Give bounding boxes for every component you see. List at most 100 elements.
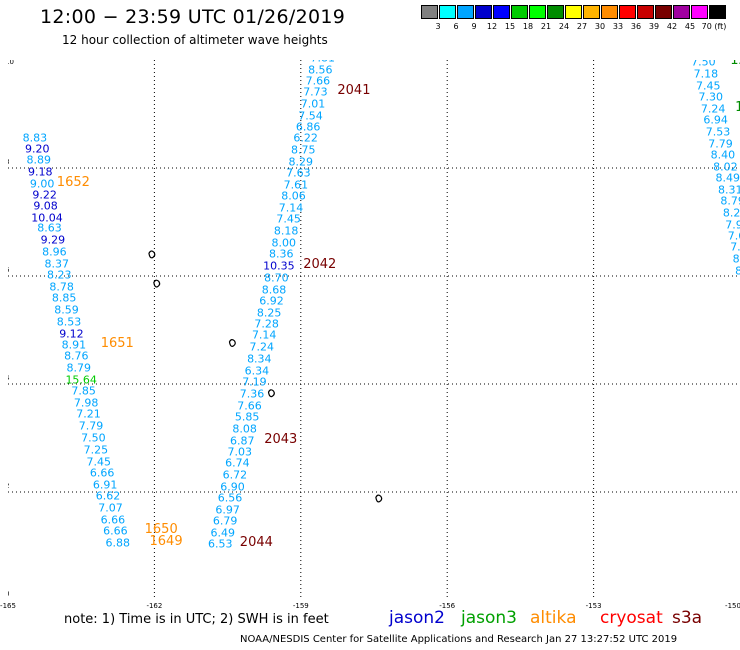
wave-height-value: 7.79 <box>708 137 733 151</box>
colorbar-tick-label: 33 <box>612 22 624 31</box>
map-grid <box>8 60 740 600</box>
wave-height-value: 8.59 <box>54 303 79 317</box>
colorbar-tick-label: 39 <box>648 22 660 31</box>
wave-height-value: 7.53 <box>705 125 731 139</box>
wave-height-value: 7.98 <box>73 396 99 410</box>
colorbar-swatch <box>583 5 600 19</box>
wave-height-value: 7.66 <box>305 74 331 88</box>
island-outline <box>375 494 383 503</box>
wave-height-value: 6.97 <box>215 503 240 517</box>
wave-height-value: 6.87 <box>229 434 255 448</box>
pass-time-label: 1650 <box>144 522 178 538</box>
colorbar-tick-label: 3 <box>435 22 441 31</box>
pass-time-label: 1208 <box>735 100 740 116</box>
wave-height-value: 6.66 <box>103 524 128 538</box>
colorbar-swatch <box>421 5 438 19</box>
wave-height-value: 7.25 <box>83 443 109 457</box>
wave-height-value: 8.36 <box>269 247 294 261</box>
island-outline <box>228 339 236 347</box>
wave-height-value: 9.20 <box>25 142 50 156</box>
wave-height-value: 6.86 <box>295 120 321 134</box>
wave-height-value: 8.20 <box>732 252 740 266</box>
wave-height-value: 7.63 <box>286 166 311 180</box>
colorbar-tick-label: 70 (ft) <box>701 22 727 31</box>
pass-time-label: 1651 <box>100 336 134 352</box>
colorbar-swatch <box>709 5 726 19</box>
wave-height-value: 7.28 <box>254 317 279 331</box>
wave-height-value: 6.62 <box>95 489 121 503</box>
wave-height-value: 6.72 <box>222 468 248 482</box>
wave-height-value: 6.88 <box>105 536 131 550</box>
wave-height-value: 8.08 <box>232 422 257 436</box>
wave-height-value: 8.02 <box>713 160 738 174</box>
wave-height-value: 9.18 <box>27 165 53 179</box>
wave-height-value: 7.45 <box>696 79 721 93</box>
wave-height-value: 8.23 <box>46 268 72 282</box>
colorbar-swatch <box>601 5 618 19</box>
wave-height-value: 7.45 <box>86 455 112 469</box>
wave-height-value: 8.49 <box>715 171 740 185</box>
colorbar-swatch <box>511 5 528 19</box>
wave-height-value: 9.08 <box>33 199 58 213</box>
wave-height-value: 8.25 <box>256 306 282 320</box>
wave-height-value: 7.24 <box>249 340 275 354</box>
wave-height-value: 10.35 <box>263 259 295 273</box>
wave-height-value: 8.00 <box>271 236 296 250</box>
pass-time-label: 2044 <box>239 535 273 551</box>
wave-height-value: 9.22 <box>32 188 57 202</box>
legend-jason3: jason3 <box>461 608 517 628</box>
wave-height-value: 7.91 <box>730 240 740 254</box>
wave-height-value: 8.70 <box>264 271 289 285</box>
wave-height-value: 6.79 <box>212 514 238 528</box>
wave-height-value: 7.03 <box>227 445 253 459</box>
wave-height-value: 7.14 <box>278 201 304 215</box>
colorbar-swatch <box>547 5 564 19</box>
colorbar <box>421 5 727 19</box>
colorbar-tick-label: 27 <box>576 22 588 31</box>
credit-line: NOAA/NESDIS Center for Satellite Applica… <box>240 634 678 645</box>
wave-height-value: 8.18 <box>273 224 299 238</box>
wave-height-value: 6.56 <box>217 491 243 505</box>
wave-height-value: 8.31 <box>717 183 740 197</box>
colorbar-tick-label: 30 <box>594 22 606 31</box>
wave-height-value: 6.90 <box>220 480 245 494</box>
wave-height-value: 7.07 <box>98 501 123 515</box>
colorbar-tick-label: 42 <box>666 22 678 31</box>
legend-cryosat: cryosat <box>600 608 663 628</box>
colorbar-tick-label: 18 <box>522 22 534 31</box>
pass-time-label: 1207 <box>730 60 740 69</box>
pass-time-label: 2042 <box>303 257 337 273</box>
wave-height-value: 8.85 <box>51 291 77 305</box>
colorbar-swatch <box>673 5 690 19</box>
wave-height-value: 7.01 <box>300 97 326 111</box>
legend-s3a: s3a <box>672 608 703 628</box>
longitude-tick-label: -165 <box>0 602 16 610</box>
latitude-tick-label: 4 <box>8 374 9 382</box>
legend-jason2: jason2 <box>389 608 445 628</box>
wave-height-value: 6.34 <box>244 364 270 377</box>
wave-height-value: 6.74 <box>225 456 250 470</box>
wave-height-value: 8.75 <box>290 143 316 157</box>
wave-height-value: 8.91 <box>61 338 87 352</box>
colorbar-swatch <box>475 5 492 19</box>
wave-height-value: 9.29 <box>40 233 66 247</box>
wave-height-value: 6.22 <box>293 131 318 145</box>
pass-time-label: 2041 <box>337 83 371 99</box>
longitude-tick-label: -156 <box>439 602 456 610</box>
wave-height-value: 7.50 <box>691 60 716 69</box>
wave-height-value: 7.61 <box>283 178 309 192</box>
longitude-tick-label: -162 <box>146 602 163 610</box>
wave-height-value: 8.29 <box>288 155 314 169</box>
wave-height-value: 5.85 <box>234 410 260 424</box>
map-subtitle: 12 hour collection of altimeter wave hei… <box>62 33 328 47</box>
colorbar-ticks: 3 6 9 12 15 18 21 24 27 30 33 36 39 42 45 70 (ft) <box>421 22 740 34</box>
pass-time-label: 2043 <box>264 431 298 447</box>
wave-height-value: 8.63 <box>37 221 62 235</box>
colorbar-tick-label: 15 <box>504 22 516 31</box>
wave-height-value: 8.89 <box>26 153 51 167</box>
wave-height-value: 8.68 <box>261 283 287 296</box>
colorbar-swatch <box>637 5 654 19</box>
wave-height-value: 8.83 <box>22 131 48 145</box>
colorbar-tick-label: 45 <box>684 22 696 31</box>
